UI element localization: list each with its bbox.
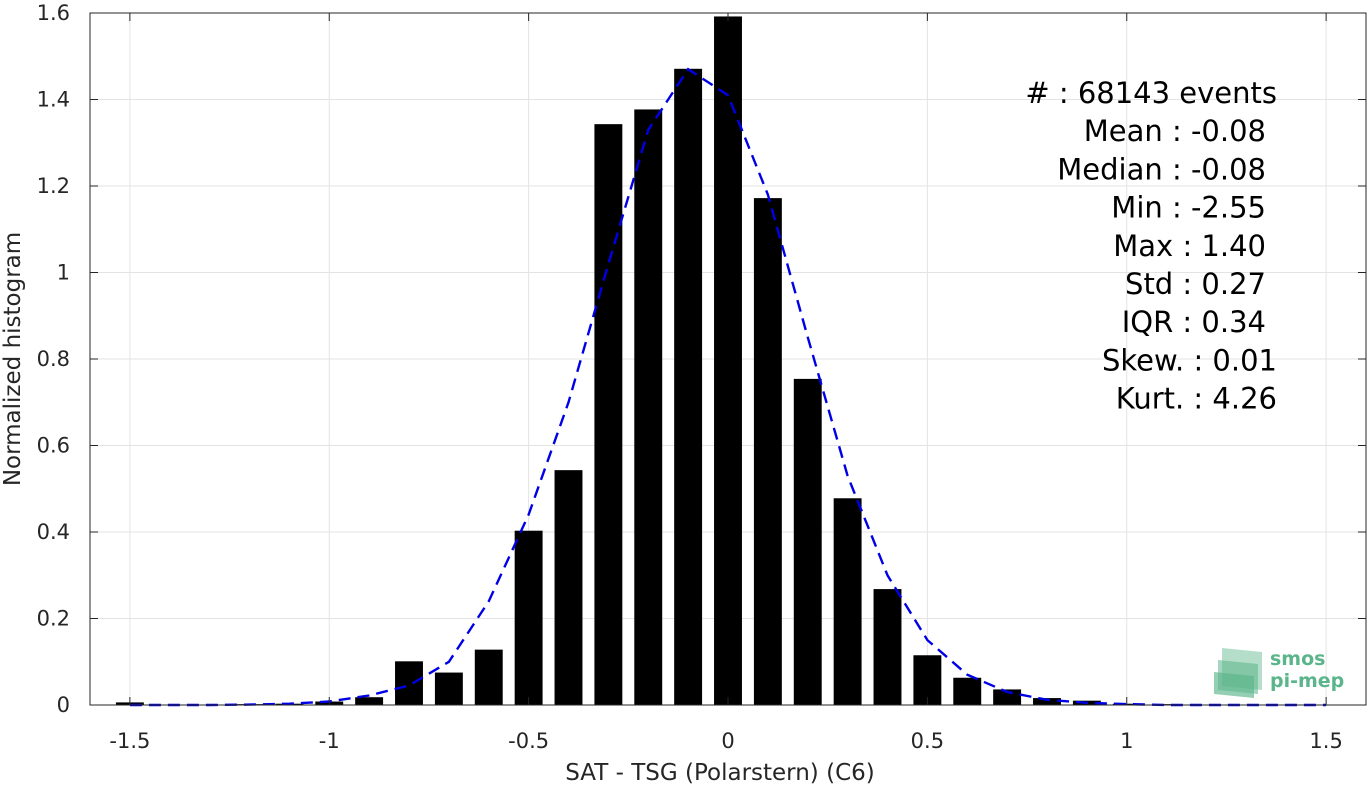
axis-ticks: -1.5 -1 -0.5 0 0.5 1 1.5 0 0.2 0.4 0.6 0.8 1 1.2 1.4 1.…: [37, 1, 1366, 753]
histogram-bar: [793, 378, 822, 705]
histogram-bar: [395, 661, 423, 705]
statistics-box: # : 68143 events Mean : -0.08 Median : -…: [1025, 76, 1277, 416]
histogram-bar: [833, 498, 862, 705]
stat-skew: Skew. : 0.01: [1102, 343, 1277, 377]
stat-kurt: Kurt. : 4.26: [1116, 382, 1277, 416]
y-tick-label: 0.8: [37, 347, 70, 371]
x-axis-label: SAT - TSG (Polarstern) (C6): [565, 760, 874, 785]
histogram-bar: [913, 655, 942, 705]
y-tick-label: 0.4: [37, 520, 70, 544]
stat-std: Std : 0.27: [1125, 267, 1266, 301]
x-tick-label: 1.5: [1309, 729, 1342, 753]
stat-mean: Mean : -0.08: [1084, 114, 1266, 148]
y-tick-label: 1.6: [37, 1, 70, 25]
histogram-bar: [594, 124, 623, 706]
x-tick-label: -1: [319, 729, 340, 753]
y-tick-label: 1.2: [37, 174, 70, 198]
x-tick-label: -1.5: [109, 729, 150, 753]
histogram-bar: [953, 677, 982, 705]
stat-min: Min : -2.55: [1111, 191, 1266, 225]
stat-events: # : 68143 events: [1025, 76, 1277, 110]
histogram-bar: [634, 109, 663, 705]
histogram-bar: [355, 697, 384, 705]
histogram-bar: [674, 68, 703, 706]
y-tick-label: 0: [57, 693, 70, 717]
histogram-bar: [714, 16, 742, 705]
stat-median: Median : -0.08: [1057, 152, 1266, 186]
histogram-bar: [873, 589, 902, 705]
stat-max: Max : 1.40: [1113, 229, 1266, 263]
logo-line-2: pi-mep: [1270, 670, 1344, 692]
y-axis-label: Normalized histogram: [0, 232, 26, 486]
x-tick-label: -0.5: [508, 729, 549, 753]
histogram-bar: [474, 649, 503, 705]
histogram-bar: [753, 198, 782, 706]
y-tick-label: 1: [57, 261, 70, 285]
histogram-bar: [554, 470, 583, 705]
x-tick-label: 0: [721, 729, 734, 753]
histogram-bar: [1033, 698, 1061, 705]
histogram-bars: [115, 16, 1221, 706]
histogram-bar: [434, 672, 463, 705]
y-tick-label: 0.6: [37, 434, 70, 458]
histogram-bar: [514, 530, 543, 705]
smos-pi-mep-logo: smos pi-mep: [1214, 648, 1344, 698]
y-tick-label: 1.4: [37, 88, 70, 112]
x-tick-label: 0.5: [911, 729, 944, 753]
logo-mark-icon: [1214, 648, 1262, 698]
stat-iqr: IQR : 0.34: [1122, 305, 1266, 339]
histogram-bar: [993, 689, 1022, 705]
y-tick-label: 0.2: [37, 607, 70, 631]
logo-line-1: smos: [1270, 648, 1325, 670]
x-tick-label: 1: [1120, 729, 1133, 753]
